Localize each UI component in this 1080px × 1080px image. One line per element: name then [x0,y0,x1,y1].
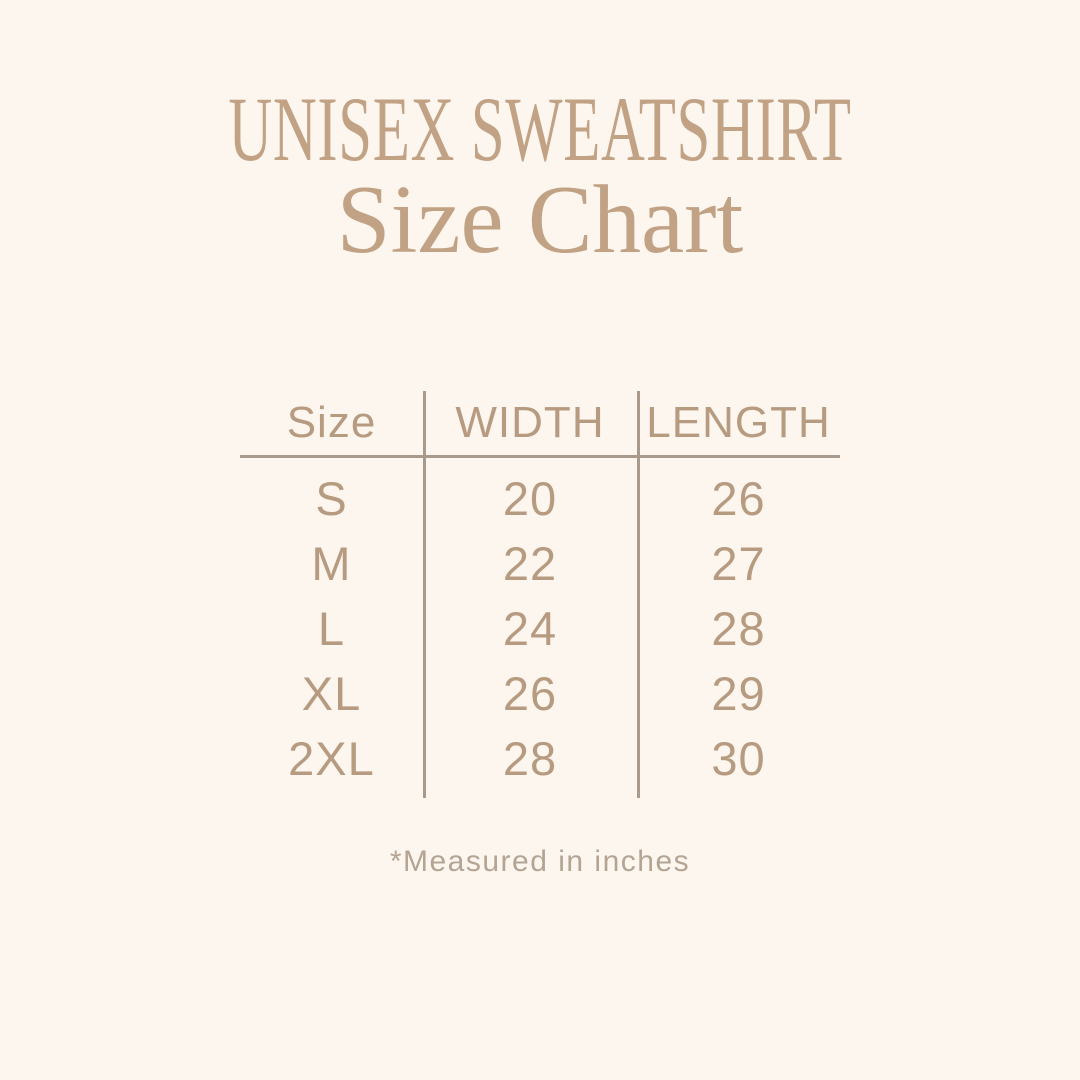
table-row: S 20 26 [240,466,840,531]
length-cell: 30 [711,732,766,785]
column-divider-1 [423,391,426,798]
page-title: UNISEX SWEATSHIRT [228,78,852,180]
column-divider-2 [637,391,640,798]
size-cell: XL [301,667,362,720]
size-cell: S [315,472,348,525]
table-header-row: Size WIDTH LENGTH [240,391,840,455]
size-cell: 2XL [288,732,375,785]
size-cell: M [311,537,352,590]
page-subtitle: Size Chart [336,166,744,273]
footnote: *Measured in inches [389,845,691,878]
table-rows: S 20 26 M 22 27 L 24 28 XL 26 29 2XL 28 … [240,458,840,791]
width-cell: 26 [502,667,558,720]
width-cell: 24 [502,602,558,655]
length-cell: 26 [711,472,766,525]
length-cell: 27 [711,537,766,590]
width-cell: 28 [502,732,558,785]
size-cell: L [317,602,346,655]
width-cell: 20 [502,472,558,525]
length-cell: 29 [711,667,766,720]
column-header-width: WIDTH [455,398,605,447]
length-cell: 28 [711,602,766,655]
width-cell: 22 [502,537,558,590]
column-header-length: LENGTH [646,398,831,447]
column-header-size: Size [286,398,377,447]
table-row: XL 26 29 [240,661,840,726]
table-row: 2XL 28 30 [240,726,840,791]
table-row: M 22 27 [240,531,840,596]
size-table: Size WIDTH LENGTH S 20 26 M 22 27 L 24 2… [240,391,840,798]
table-row: L 24 28 [240,596,840,661]
table-header-rule [240,455,840,458]
